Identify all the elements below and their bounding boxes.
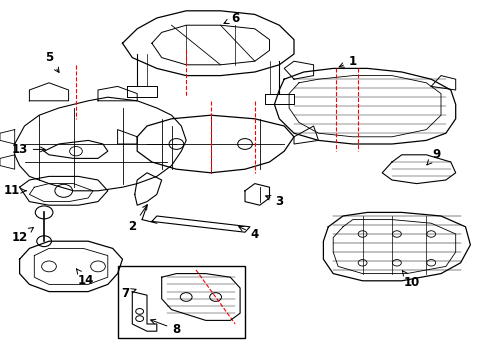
Text: 10: 10 bbox=[402, 271, 420, 289]
Text: 12: 12 bbox=[11, 228, 33, 244]
Text: 13: 13 bbox=[11, 143, 45, 156]
Bar bbox=[118, 266, 245, 338]
Text: 14: 14 bbox=[76, 269, 94, 287]
Text: 11: 11 bbox=[4, 184, 26, 197]
Text: 5: 5 bbox=[45, 51, 59, 72]
Text: 6: 6 bbox=[224, 12, 239, 24]
Text: 8: 8 bbox=[150, 319, 180, 336]
Text: 7: 7 bbox=[121, 287, 136, 300]
Text: 1: 1 bbox=[339, 55, 357, 68]
Text: 3: 3 bbox=[266, 195, 283, 208]
Text: 4: 4 bbox=[239, 226, 259, 240]
Text: 9: 9 bbox=[427, 148, 440, 165]
Text: 2: 2 bbox=[128, 205, 147, 233]
